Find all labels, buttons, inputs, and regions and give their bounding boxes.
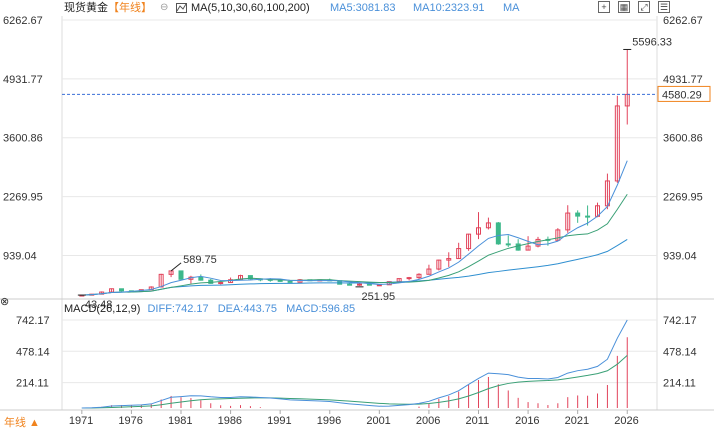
- candle-body: [565, 212, 571, 231]
- period-label[interactable]: 【年线】: [108, 2, 152, 14]
- candle-body: [515, 243, 521, 251]
- price-axis-label-left: 4931.77: [3, 74, 43, 86]
- candle-body: [505, 243, 511, 246]
- candle-body: [218, 282, 224, 285]
- current-price-label: 4580.29: [662, 89, 702, 101]
- chart-header: 现货黄金【年线】 ⊖ MA(5,10,30,60,100,200) MA5:30…: [0, 0, 714, 16]
- price-axis-label-left: 939.04: [3, 250, 37, 262]
- x-axis-label: 1996: [317, 415, 341, 427]
- candle-body: [585, 215, 591, 218]
- price-axis-label-right: 6262.67: [663, 15, 703, 27]
- x-axis-label: 2001: [366, 415, 390, 427]
- candle-body: [347, 283, 353, 286]
- macd-dea-line: [81, 355, 628, 409]
- candle-body: [466, 233, 472, 250]
- candle-body: [456, 248, 462, 260]
- candle-body: [287, 280, 293, 283]
- price-axis-label-left: 6262.67: [3, 15, 43, 27]
- candle-body: [357, 283, 362, 286]
- fullscreen-icon[interactable]: ⤢: [638, 1, 650, 13]
- price-axis-label-left: 3600.86: [3, 133, 43, 145]
- candle-body: [178, 270, 184, 280]
- candle-body: [406, 277, 412, 280]
- pane-settings-icon: ⊗: [0, 296, 9, 308]
- x-axis-label: 1971: [69, 415, 93, 427]
- candle-body: [436, 259, 442, 270]
- price-axis-label-right: 2269.95: [663, 192, 703, 204]
- ma5-line: [81, 160, 628, 296]
- candle-body: [476, 227, 481, 235]
- macd-axis-label-left: 478.14: [16, 346, 50, 358]
- candle-body: [416, 273, 422, 279]
- macd-header: MACD(26,12,9) DIFF:742.17 DEA:443.75 MAC…: [64, 302, 355, 316]
- candle-body: [535, 238, 541, 247]
- ma-more-value: MA: [503, 2, 520, 14]
- candle-body: [247, 275, 253, 280]
- candle-body: [446, 258, 452, 261]
- ma10-line: [81, 193, 628, 296]
- x-axis-label: 1981: [168, 415, 192, 427]
- x-axis-label: 1976: [118, 415, 142, 427]
- ma-indicator-label[interactable]: MA(5,10,30,60,100,200): [191, 2, 310, 14]
- macd-axis-label-left: 214.11: [16, 378, 49, 390]
- price-axis-label-right: 4931.77: [663, 74, 703, 86]
- candle-body: [366, 283, 372, 286]
- price-axis-label-left: 2269.95: [3, 192, 43, 204]
- candle-body: [426, 268, 432, 275]
- x-axis-label: 2011: [466, 415, 490, 427]
- ma5-value: MA5:3081.83: [330, 2, 396, 14]
- macd-dea-value: DEA:443.75: [217, 303, 278, 315]
- x-axis-label: 1991: [267, 415, 291, 427]
- indicator-icon[interactable]: [176, 3, 187, 13]
- crosshair-icon[interactable]: +: [598, 1, 610, 13]
- candle-body: [119, 288, 124, 292]
- macd-diff-value: DIFF:742.17: [147, 303, 209, 315]
- price-axis-label-right: 939.04: [663, 250, 697, 262]
- start-annotation: 43.48: [85, 299, 113, 311]
- instrument-title: 现货黄金【年线】: [64, 2, 152, 14]
- high-annotation: 5596.33: [632, 36, 672, 48]
- candle-body: [555, 229, 561, 241]
- candle-body: [495, 222, 501, 245]
- candle-body: [238, 275, 243, 281]
- x-axis-label: 2016: [515, 415, 539, 427]
- x-axis-label: 2006: [416, 415, 440, 427]
- macd-label[interactable]: MACD(26,12,9): [64, 303, 141, 315]
- low-annotation: 251.95: [362, 291, 396, 303]
- candle-body: [614, 105, 620, 182]
- grid-icon[interactable]: ▦: [618, 1, 630, 13]
- current-price-tag: [657, 85, 711, 102]
- settings-icon[interactable]: ☰: [658, 1, 670, 13]
- macd-axis-label-right: 214.11: [663, 378, 696, 390]
- x-axis-label: 2026: [614, 415, 638, 427]
- macd-macd-value: MACD:596.85: [286, 303, 356, 315]
- price-axis-label-right: 3600.86: [663, 133, 703, 145]
- peak-annotation: 589.75: [183, 254, 217, 266]
- x-axis-label: 1986: [218, 415, 242, 427]
- period-button[interactable]: 年线 ▲: [4, 417, 40, 429]
- candle-body: [485, 222, 491, 229]
- candle-body: [575, 212, 581, 217]
- candle-body: [386, 281, 392, 286]
- macd-axis-label-right: 742.17: [663, 315, 697, 327]
- ma10-value: MA10:2323.91: [413, 2, 485, 14]
- candle-body: [198, 276, 204, 281]
- x-axis-label: 2021: [565, 415, 589, 427]
- macd-diff-line: [81, 319, 628, 409]
- period-switch-icon[interactable]: ⊖: [160, 2, 169, 13]
- macd-axis-label-right: 478.14: [663, 346, 697, 358]
- candle-body: [525, 245, 531, 251]
- macd-axis-label-left: 742.17: [16, 315, 50, 327]
- peak-marker: [170, 262, 182, 272]
